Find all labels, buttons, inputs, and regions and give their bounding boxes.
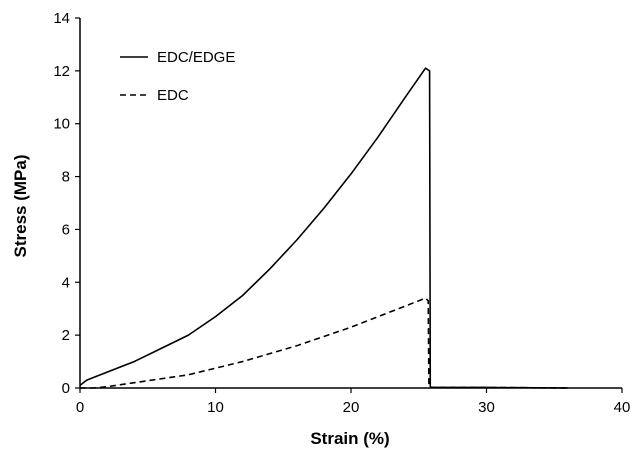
y-tick-label: 4 [62, 274, 70, 291]
x-axis-title: Strain (%) [310, 429, 389, 448]
y-tick-label: 12 [53, 63, 70, 80]
legend-label: EDC [157, 87, 189, 104]
legend-label: EDC/EDGE [157, 49, 235, 66]
x-tick-label: 40 [614, 399, 631, 416]
legend: EDC/EDGE EDC [120, 49, 235, 104]
series-line-edc [80, 297, 568, 389]
y-tick-label: 0 [62, 380, 70, 397]
y-tick-label: 14 [53, 10, 70, 27]
y-tick-label: 6 [62, 221, 70, 238]
axes: 0 2 4 6 8 10 12 14 0 10 20 30 40 [53, 10, 630, 416]
series-line-edc-edge [79, 67, 568, 389]
plot-area [79, 67, 568, 389]
y-tick-label: 8 [62, 169, 70, 186]
x-tick-label: 0 [76, 399, 84, 416]
y-tick-label: 10 [53, 116, 70, 133]
y-tick-label: 2 [62, 327, 70, 344]
x-tick-label: 20 [343, 399, 360, 416]
x-tick-label: 10 [207, 399, 224, 416]
x-tick-label: 30 [478, 399, 495, 416]
y-axis-title: Stress (MPa) [11, 155, 30, 258]
